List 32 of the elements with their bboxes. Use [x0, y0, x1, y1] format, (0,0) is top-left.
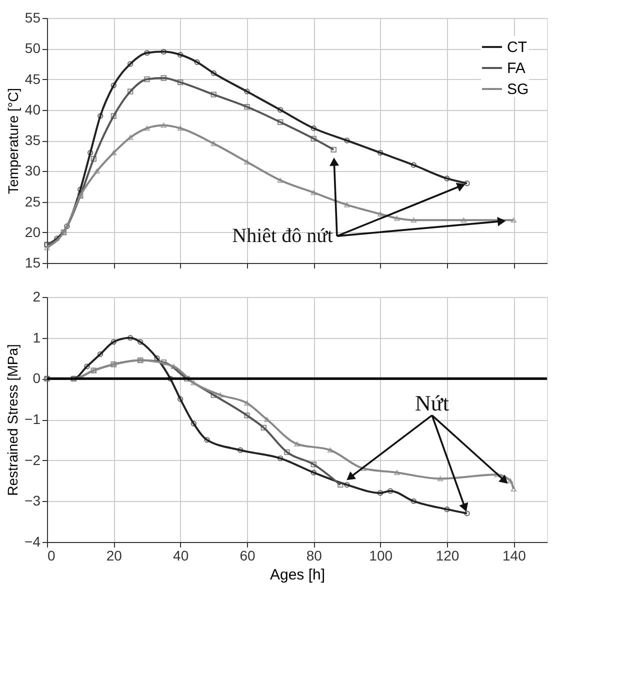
x-tick-label: 140 — [502, 548, 526, 564]
x-tick-label: 60 — [240, 548, 256, 564]
y-tick-label: 40 — [24, 101, 41, 118]
annotation: Nứt — [415, 390, 449, 416]
y-tick-label: 15 — [24, 254, 41, 270]
x-tick-label: 0 — [48, 548, 56, 564]
x-tick-label: 120 — [436, 548, 460, 564]
y-tick-label: −3 — [24, 492, 41, 509]
y-tick-label: 30 — [24, 162, 41, 179]
annotation: Nhiêt đô nứt — [232, 225, 334, 248]
x-axis-title: Ages [h] — [270, 566, 326, 584]
y-axis-title: Temperature [°C] — [4, 88, 21, 194]
x-tick-label: 100 — [369, 548, 393, 564]
y-tick-label: 2 — [32, 288, 41, 304]
y-tick-label: −2 — [24, 452, 41, 468]
x-tick-label: 80 — [306, 548, 322, 564]
y-tick-label: 1 — [32, 329, 41, 346]
legend-label: CT — [507, 39, 527, 56]
y-tick-label: 35 — [24, 132, 41, 148]
x-tick-label: 40 — [173, 548, 189, 564]
legend-label: SG — [507, 81, 529, 98]
y-tick-label: −1 — [24, 411, 41, 427]
x-tick-label: 20 — [106, 548, 122, 564]
y-tick-label: −4 — [24, 534, 41, 550]
y-axis-title: Restrained Stress [MPa] — [4, 344, 21, 496]
y-tick-label: 45 — [24, 70, 41, 87]
y-tick-label: 25 — [24, 193, 41, 210]
legend-label: FA — [507, 60, 526, 77]
y-tick-label: 55 — [24, 10, 41, 26]
y-tick-label: 50 — [24, 40, 41, 56]
y-tick-label: 20 — [24, 224, 41, 240]
y-tick-label: 0 — [32, 370, 41, 386]
